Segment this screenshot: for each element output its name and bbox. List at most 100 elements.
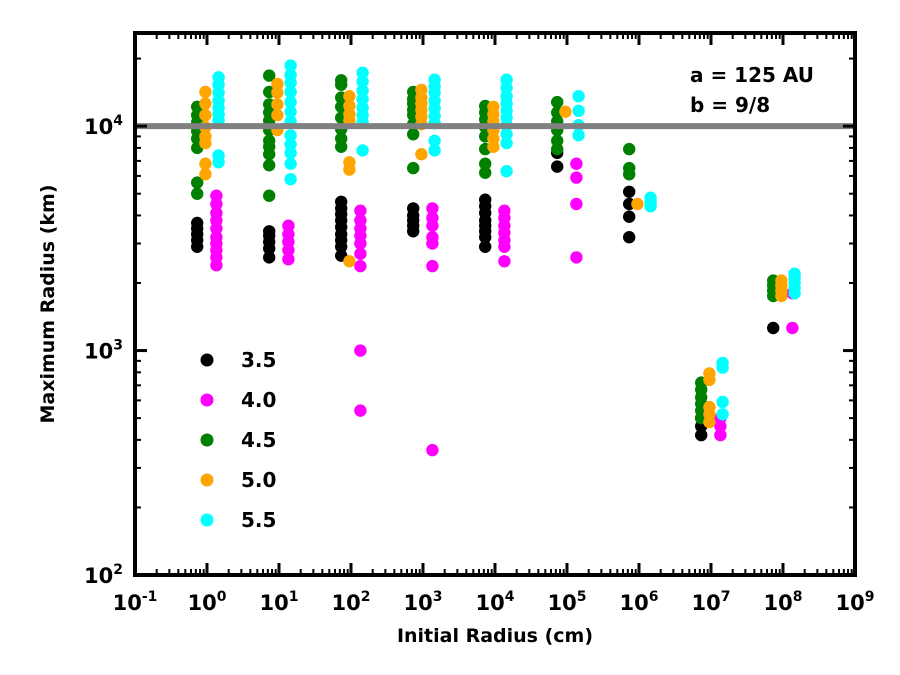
point-series-5.5-11 xyxy=(284,146,297,160)
point-series-5.5-10 xyxy=(284,157,297,170)
point-series-5.0-1 xyxy=(199,157,212,170)
legend-marker xyxy=(200,433,214,447)
x-tick-label: 100 xyxy=(188,589,227,615)
point-series-4.0-26 xyxy=(426,231,439,244)
point-series-5.0-43 xyxy=(775,274,788,287)
point-series-4.5-36 xyxy=(479,157,492,170)
point-series-5.5-58 xyxy=(716,356,729,370)
y-tick-label: 102 xyxy=(84,562,123,588)
point-series-4.0-7 xyxy=(210,206,223,220)
x-tick-label: 108 xyxy=(764,589,803,615)
point-series-3.5-32 xyxy=(551,160,564,173)
point-series-5.0-11 xyxy=(271,86,284,99)
point-series-4.0-39 xyxy=(570,197,583,211)
point-series-5.0-37 xyxy=(703,400,716,414)
point-series-5.5-25 xyxy=(356,92,369,106)
point-series-5.0-12 xyxy=(271,77,284,91)
point-series-5.0-39 xyxy=(703,367,716,380)
point-series-4.0-22 xyxy=(354,344,367,357)
point-series-4.0-23 xyxy=(354,404,367,417)
x-tick-label: 105 xyxy=(548,589,587,615)
point-series-5.0-33 xyxy=(559,105,572,118)
point-series-3.5-23 xyxy=(407,202,420,215)
point-series-4.5-26 xyxy=(335,74,348,87)
point-series-5.5-37 xyxy=(428,73,441,86)
point-series-3.5-4 xyxy=(191,216,204,230)
point-series-5.0-6 xyxy=(199,97,212,110)
point-series-5.5-40 xyxy=(500,128,513,141)
point-series-4.5-18 xyxy=(263,69,276,82)
point-series-4.5-27 xyxy=(407,161,420,175)
point-series-5.5-17 xyxy=(284,85,297,99)
tick-labels: 10-1 100 101 102 103 104 105 106 107 108 109 102 103… xyxy=(84,113,874,615)
x-tick-label: 109 xyxy=(836,589,875,615)
point-series-4.0-28 xyxy=(426,211,439,225)
point-series-5.5-48 xyxy=(572,129,585,142)
plot-frame xyxy=(133,31,857,577)
point-series-4.0-16 xyxy=(354,247,367,260)
point-series-5.5-55 xyxy=(716,408,729,421)
point-series-4.0-15 xyxy=(354,259,367,273)
point-series-4.5-44 xyxy=(551,134,564,147)
y-axis-title: Maximum Radius (km) xyxy=(37,184,59,423)
point-series-5.5-27 xyxy=(356,75,369,88)
point-series-3.5-35 xyxy=(623,210,636,223)
point-series-5.5-12 xyxy=(284,138,297,151)
point-series-4.0-38 xyxy=(570,251,583,264)
point-series-5.0-3 xyxy=(199,130,212,143)
point-series-3.5-5 xyxy=(263,251,276,264)
point-series-4.5-9 xyxy=(263,159,276,172)
annotation-box: a = 125 AU b = 9/8 xyxy=(690,63,814,117)
point-series-4.5-28 xyxy=(407,128,420,141)
point-series-4.0-14 xyxy=(282,219,295,232)
x-tick-label: 107 xyxy=(692,589,731,615)
point-series-5.5-28 xyxy=(356,66,369,79)
point-series-5.0-13 xyxy=(343,255,356,268)
point-series-5.0-0 xyxy=(199,168,212,181)
point-series-5.0-10 xyxy=(271,98,284,111)
point-series-5.5-51 xyxy=(572,90,585,103)
point-series-4.0-13 xyxy=(282,228,295,241)
point-series-4.0-21 xyxy=(354,204,367,217)
point-series-5.5-16 xyxy=(284,95,297,109)
point-series-3.5-31 xyxy=(479,193,492,206)
legend-marker xyxy=(200,353,214,367)
point-series-5.5-30 xyxy=(428,134,441,147)
point-series-5.0-32 xyxy=(487,100,500,114)
point-series-5.5-56 xyxy=(716,395,729,409)
point-series-4.0-10 xyxy=(282,253,295,266)
legend-label: 3.5 xyxy=(241,348,276,372)
point-series-3.5-9 xyxy=(263,225,276,238)
point-series-3.5-38 xyxy=(695,428,708,442)
point-series-4.0-42 xyxy=(714,428,727,442)
point-series-4.5-8 xyxy=(263,189,276,202)
x-tick-label: 104 xyxy=(476,589,515,615)
point-series-4.5-12 xyxy=(263,134,276,147)
point-series-4.5-50 xyxy=(623,161,636,175)
point-series-4.5-35 xyxy=(479,166,492,179)
legend-label: 5.5 xyxy=(241,508,276,532)
point-series-5.5-50 xyxy=(572,104,585,118)
legend: 3.5 4.0 4.5 5.0 5.5 xyxy=(200,348,276,532)
point-series-4.0-24 xyxy=(426,259,439,273)
x-tick-label: 103 xyxy=(404,589,443,615)
point-series-5.5-63 xyxy=(788,267,801,280)
point-series-5.5-24 xyxy=(356,101,369,114)
point-series-3.5-37 xyxy=(623,185,636,198)
point-series-5.0-28 xyxy=(487,132,500,145)
annotation-text: b = 9/8 xyxy=(690,93,770,117)
point-series-5.0-15 xyxy=(343,156,356,169)
point-series-4.0-20 xyxy=(354,214,367,227)
point-series-5.5-20 xyxy=(284,59,297,72)
legend-marker xyxy=(200,473,214,487)
point-series-5.5-1 xyxy=(212,149,225,162)
legend-label: 4.0 xyxy=(241,388,276,412)
point-series-4.5-51 xyxy=(623,142,636,156)
point-series-5.0-26 xyxy=(415,83,428,97)
point-series-4.0-40 xyxy=(570,171,583,184)
point-series-5.0-34 xyxy=(631,197,644,211)
legend-label: 5.0 xyxy=(241,468,276,492)
point-series-5.0-5 xyxy=(199,108,212,122)
point-series-4.0-37 xyxy=(498,204,511,217)
